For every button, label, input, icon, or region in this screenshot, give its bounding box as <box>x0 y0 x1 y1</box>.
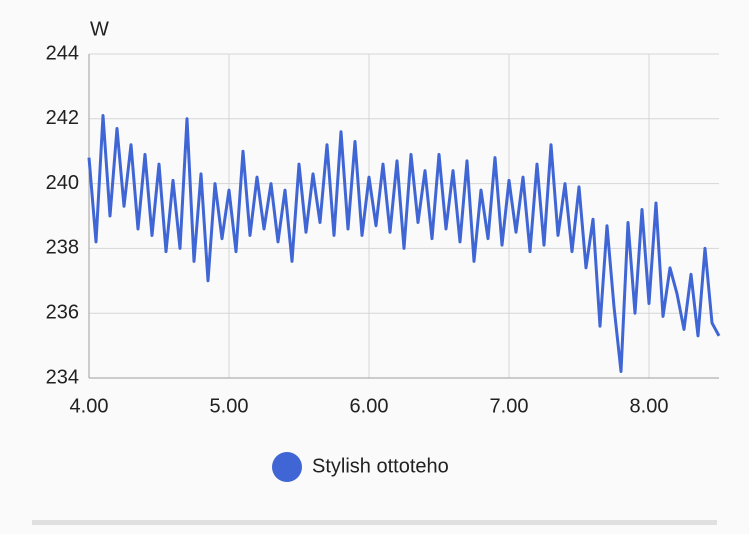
y-unit: W <box>90 18 109 40</box>
x-tick-label: 8.00 <box>630 395 669 417</box>
legend-swatch <box>272 452 302 482</box>
y-tick-label: 242 <box>46 107 79 129</box>
legend-label: Stylish ottoteho <box>312 455 449 477</box>
divider <box>32 520 717 525</box>
y-tick-label: 234 <box>46 366 79 388</box>
y-tick-label: 238 <box>46 237 79 259</box>
x-tick-label: 4.00 <box>70 395 109 417</box>
y-tick-label: 240 <box>46 172 79 194</box>
x-tick-label: 7.00 <box>490 395 529 417</box>
x-tick-label: 6.00 <box>350 395 389 417</box>
x-tick-label: 5.00 <box>210 395 249 417</box>
y-tick-label: 236 <box>46 301 79 323</box>
y-tick-label: 244 <box>46 42 79 64</box>
data-line <box>87 114 721 374</box>
